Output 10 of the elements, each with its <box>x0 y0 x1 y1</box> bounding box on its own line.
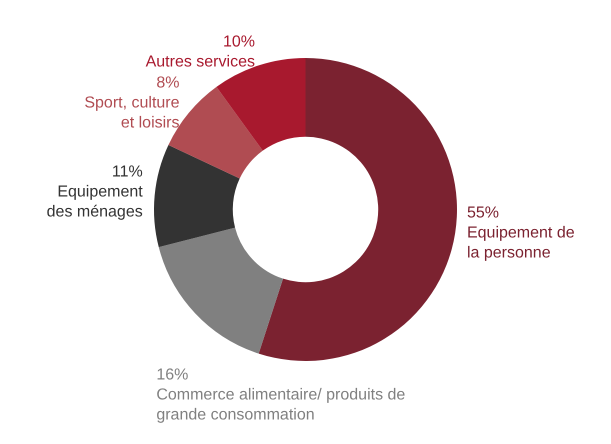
data-label: 8% <box>156 74 180 92</box>
slice-label: Commerce alimentaire/ produits de grande consommation <box>156 386 406 424</box>
slice-label: Sport, culture et loisirs <box>84 94 180 132</box>
data-label: 10% <box>222 33 255 50</box>
slice-label: Equipement de la personne <box>466 224 575 262</box>
data-label: 55% <box>466 204 500 222</box>
data-label: 11% <box>112 164 143 181</box>
slice-label: Equipement des ménages <box>46 184 144 221</box>
slice-label: Autres services <box>146 53 255 70</box>
data-label: 16% <box>156 366 188 384</box>
